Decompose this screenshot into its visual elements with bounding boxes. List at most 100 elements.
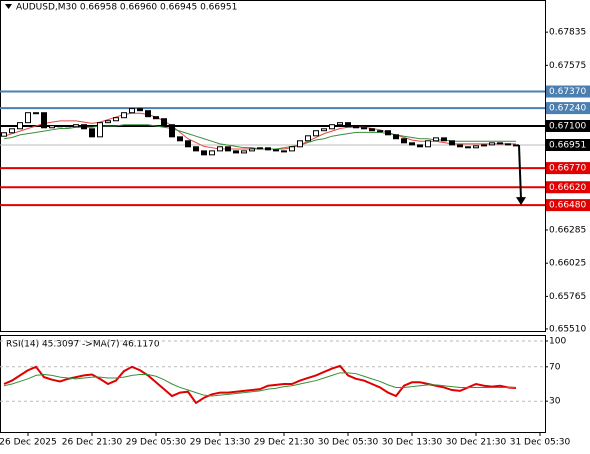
- candle: [257, 147, 263, 150]
- candle: [49, 125, 55, 129]
- x-tick-label: 29 Dec 13:30: [190, 438, 251, 448]
- level-label: 0.66770: [549, 164, 586, 174]
- candle: [321, 128, 327, 132]
- candle: [9, 128, 15, 134]
- level-tag: [546, 162, 590, 175]
- candle: [297, 140, 303, 148]
- chart-title: AUDUSD,M30 0.66958 0.66960 0.66945 0.669…: [16, 3, 237, 13]
- candle: [473, 145, 479, 149]
- y-tick-label: 0.67835: [549, 28, 586, 38]
- collapse-icon: [5, 4, 12, 9]
- x-tick-label: 30 Dec 21:30: [446, 438, 507, 448]
- candle: [105, 120, 111, 124]
- candle: [1, 132, 7, 137]
- candle: [145, 110, 151, 118]
- candle: [345, 122, 351, 128]
- last-price-label: 0.66951: [549, 141, 586, 151]
- y-tick-label: 0.66025: [549, 259, 586, 269]
- level-label: 0.66620: [549, 183, 586, 193]
- x-tick-label: 29 Dec 05:30: [126, 438, 187, 448]
- candle: [513, 144, 519, 147]
- candle: [457, 144, 463, 148]
- candle: [441, 137, 447, 142]
- level-label: 0.67370: [549, 87, 586, 97]
- candle: [489, 142, 495, 146]
- level-tag: [546, 181, 590, 194]
- candle: [369, 128, 375, 132]
- y-tick-label: 30: [549, 397, 561, 407]
- candle: [233, 150, 239, 154]
- candle: [201, 150, 207, 156]
- candle: [329, 124, 335, 130]
- y-tick-label: 0.65765: [549, 292, 586, 302]
- candle: [185, 140, 191, 148]
- candle: [25, 112, 31, 124]
- candle: [137, 108, 143, 112]
- candle: [97, 122, 103, 138]
- level-tag: [546, 119, 590, 132]
- candle: [65, 125, 71, 128]
- y-tick-label: 70: [549, 362, 561, 372]
- y-tick-label: 0.67575: [549, 61, 586, 71]
- candle: [169, 124, 175, 138]
- indicator-line: [3, 364, 517, 405]
- forecast-arrowhead: [516, 197, 526, 206]
- candle: [337, 122, 343, 126]
- candle: [153, 116, 159, 120]
- candle: [217, 146, 223, 152]
- candle: [433, 137, 439, 142]
- level-tag: [546, 102, 590, 115]
- candle: [393, 134, 399, 140]
- x-tick-label: 26 Dec 2025: [0, 438, 57, 448]
- candle: [57, 125, 63, 128]
- price-frame: [0, 0, 546, 332]
- x-tick-label: 26 Dec 21:30: [62, 438, 123, 448]
- candle: [401, 138, 407, 144]
- candle: [265, 147, 271, 151]
- candle: [41, 112, 47, 129]
- candle: [249, 148, 255, 152]
- level-label: 0.66480: [549, 201, 586, 211]
- y-tick-label: 0.65510: [549, 324, 586, 334]
- indicator-line: [3, 372, 517, 397]
- candle: [281, 150, 287, 153]
- candle: [129, 108, 135, 114]
- candle: [505, 143, 511, 146]
- level-label: 0.67240: [549, 104, 586, 114]
- candle: [361, 127, 367, 130]
- level-tag: [546, 85, 590, 98]
- candle: [177, 136, 183, 142]
- rsi-title: RSI(14) 45.3097 ->MA(7) 46.1170: [6, 340, 160, 350]
- candle: [305, 135, 311, 142]
- candle: [425, 140, 431, 148]
- x-tick-label: 30 Dec 13:30: [382, 438, 443, 448]
- candle: [353, 126, 359, 129]
- rsi-frame: [0, 335, 546, 433]
- candle: [241, 150, 247, 154]
- level-tag: [546, 199, 590, 212]
- moving-average: [3, 112, 516, 150]
- candle: [73, 124, 79, 128]
- candle: [113, 117, 119, 122]
- candle: [17, 122, 23, 130]
- candle: [465, 146, 471, 149]
- candle: [161, 118, 167, 126]
- candle: [33, 112, 39, 115]
- candle: [481, 144, 487, 147]
- y-tick-label: 0.66285: [549, 226, 586, 236]
- candle: [377, 130, 383, 133]
- x-tick-label: 29 Dec 21:30: [254, 438, 315, 448]
- candle: [385, 130, 391, 136]
- forecast-arrow: [518, 144, 522, 200]
- candle: [89, 128, 95, 138]
- candle: [273, 149, 279, 152]
- x-tick-label: 30 Dec 05:30: [318, 438, 379, 448]
- candle: [313, 130, 319, 137]
- candle: [417, 144, 423, 148]
- candle: [409, 142, 415, 146]
- candle: [449, 140, 455, 146]
- candle: [289, 146, 295, 152]
- candle: [81, 124, 87, 130]
- last-price-tag: [546, 139, 590, 152]
